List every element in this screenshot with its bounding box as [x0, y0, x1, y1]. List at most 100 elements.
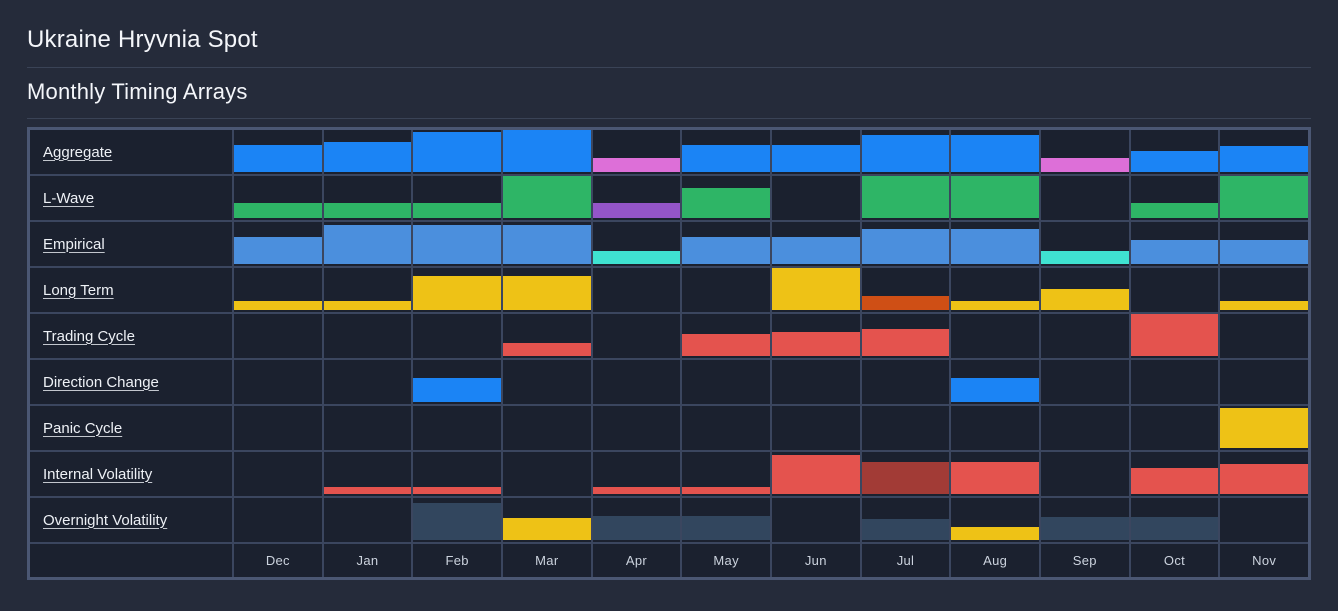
row-label-aggregate[interactable]: Aggregate	[30, 130, 232, 174]
row-label-direction-change[interactable]: Direction Change	[30, 360, 232, 404]
timing-cell-sep	[1040, 268, 1129, 312]
timing-bar	[413, 225, 501, 264]
timing-cell-dec	[234, 268, 322, 312]
timing-cell-aug	[951, 314, 1039, 358]
timing-bar	[592, 515, 681, 540]
month-label-jan: Jan	[323, 544, 412, 577]
row-label-overnight-volatility[interactable]: Overnight Volatility	[30, 498, 232, 542]
title-divider	[27, 67, 1311, 68]
timing-bar	[861, 135, 950, 172]
timing-cell-apr	[592, 452, 681, 496]
timing-bar	[951, 526, 1039, 540]
month-label-apr: Apr	[592, 544, 681, 577]
timing-bar	[502, 342, 591, 356]
timing-bar	[1040, 288, 1129, 310]
row-label-internal-volatility[interactable]: Internal Volatility	[30, 452, 232, 496]
timing-cell-oct	[1130, 314, 1219, 358]
timing-cell-feb	[413, 452, 501, 496]
timing-cell-may	[682, 222, 770, 266]
timing-bar	[323, 202, 412, 218]
timing-cell-jun	[771, 498, 860, 542]
timing-bar	[1220, 176, 1308, 218]
timing-bar	[951, 462, 1039, 494]
timing-bar	[682, 188, 770, 218]
timing-cell-nov	[1220, 314, 1308, 358]
row-label-text: Aggregate	[43, 143, 113, 161]
timing-cell-aug	[951, 498, 1039, 542]
month-label-nov: Nov	[1220, 544, 1308, 577]
timing-cell-dec	[234, 222, 322, 266]
month-label-may: May	[682, 544, 770, 577]
timing-cell-mar	[502, 176, 591, 220]
timing-bar	[771, 236, 860, 264]
timing-cell-dec	[234, 452, 322, 496]
timing-bar	[1040, 157, 1129, 172]
timing-cell-aug	[951, 360, 1039, 404]
timing-cell-dec	[234, 130, 322, 174]
timing-cell-apr	[592, 130, 681, 174]
timing-cell-apr	[592, 176, 681, 220]
timing-cell-apr	[592, 406, 681, 450]
timing-cell-oct	[1130, 222, 1219, 266]
row-label-panic-cycle[interactable]: Panic Cycle	[30, 406, 232, 450]
timing-cell-feb	[413, 406, 501, 450]
timing-bar	[1220, 146, 1308, 172]
timing-bar	[413, 131, 501, 172]
page: Ukraine Hryvnia Spot Monthly Timing Arra…	[27, 26, 1311, 580]
month-label-feb: Feb	[413, 544, 501, 577]
page-subtitle: Monthly Timing Arrays	[27, 79, 248, 104]
timing-cell-apr	[592, 268, 681, 312]
timing-cell-aug	[951, 268, 1039, 312]
timing-bar	[502, 130, 591, 172]
timing-cell-nov	[1220, 498, 1308, 542]
month-label-jun: Jun	[771, 544, 860, 577]
timing-cell-may	[682, 360, 770, 404]
month-label-jul: Jul	[861, 544, 950, 577]
timing-cell-jun	[771, 222, 860, 266]
timing-cell-oct	[1130, 406, 1219, 450]
timing-bar	[1220, 464, 1308, 494]
timing-cell-may	[682, 176, 770, 220]
timing-cell-jul	[861, 176, 950, 220]
timing-bar	[682, 236, 770, 264]
timing-bar	[1130, 150, 1219, 172]
month-label-mar: Mar	[502, 544, 591, 577]
timing-cell-mar	[502, 222, 591, 266]
timing-cell-jan	[323, 130, 412, 174]
timing-bar	[592, 157, 681, 172]
timing-cell-jul	[861, 130, 950, 174]
timing-cell-feb	[413, 314, 501, 358]
timing-bar	[234, 236, 322, 264]
timing-cell-nov	[1220, 452, 1308, 496]
timing-bar	[951, 135, 1039, 172]
timing-cell-feb	[413, 130, 501, 174]
timing-cell-jul	[861, 222, 950, 266]
timing-cell-may	[682, 452, 770, 496]
timing-cell-sep	[1040, 222, 1129, 266]
timing-cell-jul	[861, 360, 950, 404]
timing-bar	[951, 301, 1039, 310]
timing-bar	[682, 515, 770, 540]
row-label-text: Trading Cycle	[43, 327, 135, 345]
row-label-long-term[interactable]: Long Term	[30, 268, 232, 312]
timing-bar	[951, 176, 1039, 218]
timing-cell-mar	[502, 406, 591, 450]
row-label-empirical[interactable]: Empirical	[30, 222, 232, 266]
timing-bar	[1220, 407, 1308, 448]
timing-cell-jun	[771, 268, 860, 312]
timing-bar	[861, 295, 950, 310]
row-label-trading-cycle[interactable]: Trading Cycle	[30, 314, 232, 358]
timing-bar	[951, 377, 1039, 402]
timing-bar	[771, 331, 860, 356]
row-label-l-wave[interactable]: L-Wave	[30, 176, 232, 220]
timing-bar	[682, 334, 770, 356]
timing-cell-dec	[234, 360, 322, 404]
timing-bar	[234, 301, 322, 310]
month-label-aug: Aug	[951, 544, 1039, 577]
timing-cell-oct	[1130, 268, 1219, 312]
timing-cell-jan	[323, 268, 412, 312]
timing-cell-nov	[1220, 360, 1308, 404]
timing-bar	[323, 142, 412, 172]
timing-bar	[234, 202, 322, 218]
timing-bar	[413, 202, 501, 218]
